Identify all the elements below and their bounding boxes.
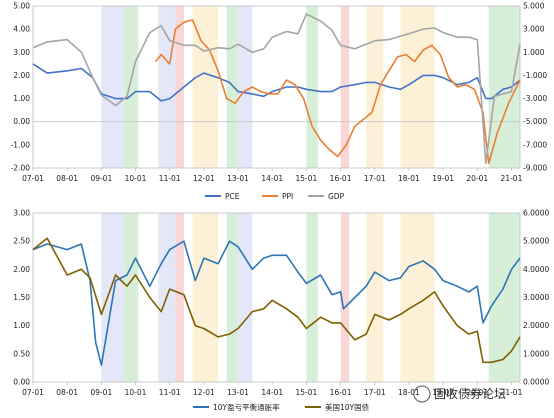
series-line-2 — [32, 237, 521, 364]
y-right-tick-label: 3.0000 — [523, 293, 549, 302]
y-left-tick-label: 1.00 — [13, 94, 30, 103]
y-left-tick-label: 2.50 — [13, 237, 30, 246]
shaded-band — [192, 213, 219, 382]
legend-label: GDP — [328, 192, 345, 201]
shaded-band — [226, 213, 239, 382]
legend-label: 10Y盈亏平衡通胀率 — [213, 402, 280, 412]
y-right-tick-label: 5.000 — [523, 2, 545, 11]
shaded-band — [366, 6, 384, 168]
series-line-3 — [32, 13, 521, 165]
x-tick-label: 16-01 — [330, 388, 352, 397]
x-tick-label: 08-01 — [56, 174, 78, 183]
x-tick-label: 17-01 — [364, 174, 386, 183]
shaded-band — [101, 6, 125, 168]
y-right-tick-label: -9.000 — [523, 164, 547, 173]
shaded-band — [488, 213, 520, 382]
x-tick-label: 10-01 — [125, 388, 147, 397]
watermark-text: 固收债券论坛 — [434, 386, 506, 401]
shaded-band — [340, 213, 350, 382]
x-tick-label: 14-01 — [261, 388, 283, 397]
y-right-tick-label: 1.0000 — [523, 349, 549, 358]
shaded-band — [488, 6, 520, 168]
shaded-band — [158, 6, 176, 168]
x-tick-label: 11-01 — [159, 174, 181, 183]
y-right-tick-label: -5.000 — [523, 117, 547, 126]
y-right-tick-label: -7.000 — [523, 140, 547, 149]
x-tick-label: 17-01 — [364, 388, 386, 397]
shaded-band — [226, 6, 239, 168]
x-tick-label: 11-01 — [159, 388, 181, 397]
y-right-tick-label: 6.0000 — [523, 209, 549, 218]
y-left-tick-label: 1.50 — [13, 293, 30, 302]
shaded-band — [400, 213, 435, 382]
x-tick-label: 13-01 — [227, 388, 249, 397]
shaded-band — [238, 6, 253, 168]
shaded-band — [124, 6, 139, 168]
shaded-band — [175, 213, 184, 382]
shaded-band — [124, 213, 139, 382]
shaded-band — [366, 213, 384, 382]
x-tick-label: 10-01 — [125, 174, 147, 183]
y-right-tick-label: 1.000 — [523, 48, 545, 57]
y-right-tick-label: 3.000 — [523, 25, 545, 34]
y-left-tick-label: 2.00 — [13, 265, 30, 274]
watermark-logo-icon — [413, 385, 431, 403]
y-right-tick-label: 4.0000 — [523, 265, 549, 274]
x-tick-label: 19-01 — [432, 174, 454, 183]
y-left-tick-label: 0.50 — [13, 349, 30, 358]
y-left-tick-label: 4.00 — [13, 25, 30, 34]
x-tick-label: 12-01 — [193, 174, 215, 183]
y-left-tick-label: -2.00 — [11, 164, 31, 173]
y-right-tick-label: 5.0000 — [523, 237, 549, 246]
x-tick-label: 15-01 — [296, 388, 318, 397]
x-tick-label: 07-01 — [22, 174, 44, 183]
y-left-tick-label: 0.00 — [13, 117, 30, 126]
x-tick-label: 14-01 — [261, 174, 283, 183]
y-left-tick-label: 5.00 — [13, 2, 30, 11]
y-right-tick-label: 0.0000 — [523, 378, 549, 387]
y-left-tick-label: 1.00 — [13, 321, 30, 330]
y-right-tick-label: 2.0000 — [523, 321, 549, 330]
x-tick-label: 09-01 — [90, 174, 112, 183]
plot-frame — [32, 5, 521, 169]
x-tick-label: 15-01 — [296, 174, 318, 183]
shaded-band — [306, 6, 318, 168]
x-tick-label: 18-01 — [398, 174, 420, 183]
x-tick-label: 08-01 — [56, 388, 78, 397]
x-tick-label: 21-01 — [501, 388, 523, 397]
y-right-tick-label: -3.000 — [523, 94, 547, 103]
y-left-tick-label: 3.00 — [13, 48, 30, 57]
x-tick-label: 12-01 — [193, 388, 215, 397]
shaded-band — [238, 213, 253, 382]
y-left-tick-label: -1.00 — [11, 140, 31, 149]
plot-frame — [32, 212, 521, 383]
x-tick-label: 09-01 — [90, 388, 112, 397]
x-tick-label: 16-01 — [330, 174, 352, 183]
series-line-1 — [32, 240, 521, 366]
shaded-band — [175, 6, 184, 168]
legend-label: PCE — [225, 192, 240, 201]
x-tick-label: 19-01 — [432, 388, 454, 397]
x-tick-label: 20-01 — [466, 174, 488, 183]
y-left-tick-label: 2.00 — [13, 71, 30, 80]
legend-label: PPI — [282, 192, 293, 201]
x-tick-label: 13-01 — [227, 174, 249, 183]
x-tick-label: 07-01 — [22, 388, 44, 397]
shaded-band — [306, 213, 318, 382]
x-tick-label: 20-01 — [466, 388, 488, 397]
shaded-band — [192, 6, 219, 168]
legend-label: 美国10Y国债 — [325, 402, 370, 412]
series-line-2 — [154, 19, 521, 165]
x-tick-label: 21-01 — [501, 174, 523, 183]
y-left-tick-label: 0.00 — [13, 378, 30, 387]
x-tick-label: 18-01 — [398, 388, 420, 397]
y-right-tick-label: -1.000 — [523, 71, 547, 80]
y-left-tick-label: 3.00 — [13, 209, 30, 218]
